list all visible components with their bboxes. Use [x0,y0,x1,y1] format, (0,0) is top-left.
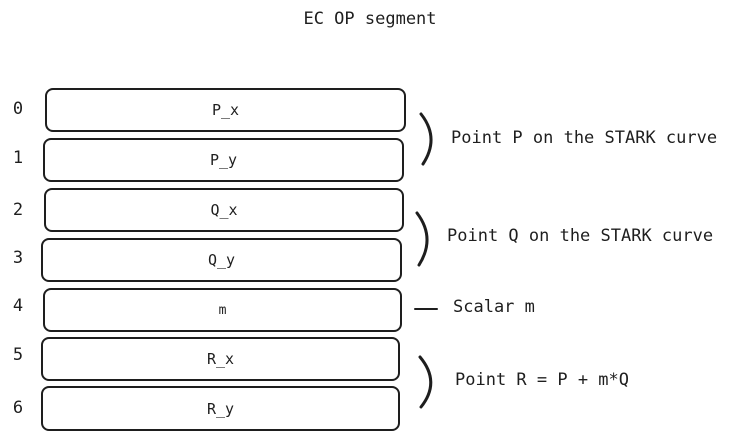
cell-label: P_y [209,151,238,169]
cell-p-x: P_x [45,88,406,132]
cell-label: R_y [206,399,235,418]
cell-m: m [43,288,402,332]
row-index-4: 4 [12,296,24,316]
bracket-point-r [418,355,433,409]
bracket-point-q [415,211,429,267]
cell-r-x: R_x [41,337,400,381]
row-index-3: 3 [12,248,24,268]
row-index-6: 6 [12,398,24,418]
annotation-scalar-m: Scalar m [453,297,535,317]
row-index-1: 1 [12,148,24,168]
cell-label: P_x [211,101,240,119]
cell-p-y: P_y [43,138,404,182]
bracket-point-p [419,112,433,166]
cell-label: m [218,302,227,318]
annotation-point-r: Point R = P + m*Q [455,370,629,390]
cell-q-x: Q_x [44,188,404,232]
annotation-point-q: Point Q on the STARK curve [447,226,714,246]
cell-label: Q_y [207,251,236,269]
row-index-0: 0 [12,99,24,119]
cell-label: Q_x [210,201,238,219]
row-index-2: 2 [12,200,24,220]
row-index-5: 5 [12,345,24,365]
cell-r-y: R_y [41,386,400,431]
cell-label: R_x [206,350,235,368]
annotation-point-p: Point P on the STARK curve [451,128,718,148]
cell-q-y: Q_y [41,238,402,282]
diagram-title: EC OP segment [303,9,437,29]
